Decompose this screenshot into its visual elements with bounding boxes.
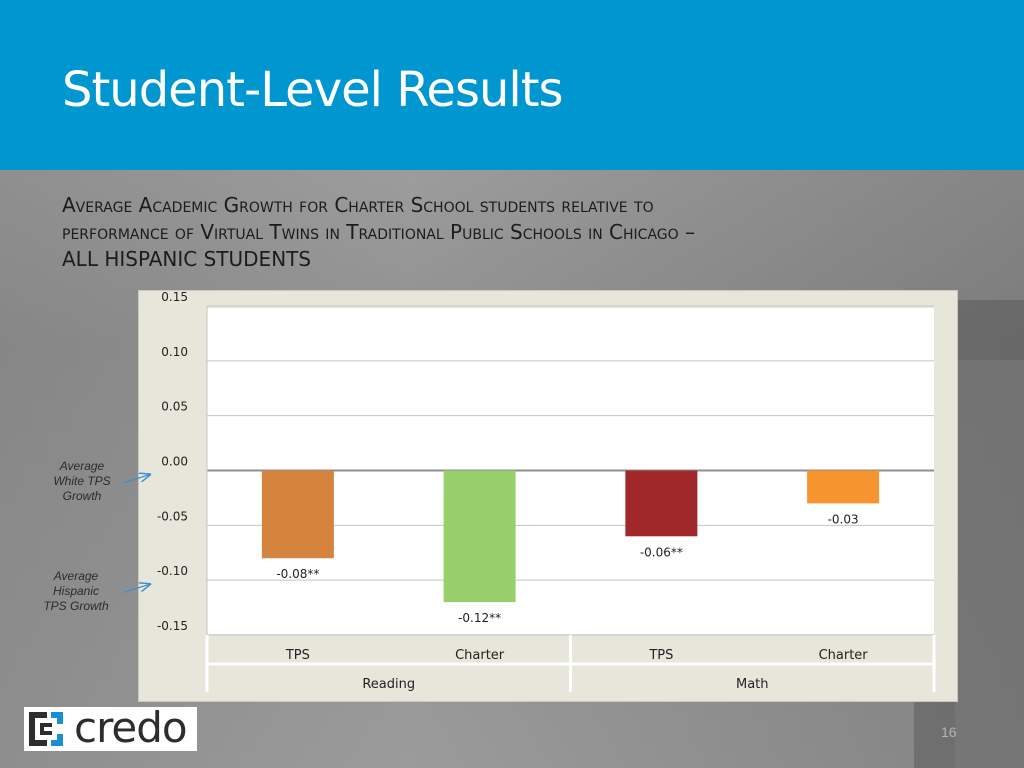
bar-reading-tps [261, 470, 334, 559]
data-label: -0.08** [276, 567, 319, 581]
y-tick-label: 0.00 [161, 455, 188, 469]
annotation-hispanic-line-1: Average [53, 569, 99, 583]
subtitle-line-1: Average Academic Growth for Charter Scho… [62, 193, 654, 217]
x-group-label: Math [736, 677, 769, 692]
background-building-edge [955, 360, 1024, 768]
x-tick-label: TPS [285, 648, 310, 663]
annotation-white-line-3: Growth [62, 489, 102, 503]
credo-logo-text: credo [74, 703, 188, 752]
y-tick-label: -0.15 [157, 619, 188, 633]
arrow-white-tps [123, 475, 150, 484]
y-tick-label: -0.05 [157, 509, 188, 523]
slide-title: Student-Level Results [62, 62, 564, 118]
data-label: -0.12** [458, 611, 501, 625]
bar-math-tps [625, 470, 698, 537]
title-banner: Student-Level Results [0, 0, 1024, 170]
data-label: -0.06** [640, 545, 683, 559]
y-tick-label: -0.10 [157, 564, 188, 578]
credo-logo-icon [29, 712, 63, 746]
x-group-label: Reading [362, 677, 415, 692]
annotation-white-line-2: White TPS [53, 474, 111, 488]
x-tick-label: TPS [648, 648, 673, 663]
page-number: 16 [941, 724, 957, 740]
arrow-hispanic-tps [123, 584, 150, 593]
bar-math-charter [807, 470, 880, 504]
credo-logo: credo [24, 703, 197, 752]
y-tick-label: 0.05 [161, 400, 188, 414]
bar-reading-charter [443, 470, 516, 603]
subtitle-line-2: performance of Virtual Twins in Traditio… [62, 220, 696, 244]
annotation-white-tps: Average White TPS Growth [44, 459, 120, 504]
y-tick-label: 0.10 [161, 345, 188, 359]
chart-subtitle: Average Academic Growth for Charter Scho… [62, 192, 942, 273]
annotation-hispanic-tps: Average Hispanic TPS Growth [38, 569, 114, 614]
y-tick-label: 0.15 [161, 290, 188, 304]
subtitle-line-3: ALL HISPANIC STUDENTS [62, 247, 312, 271]
x-tick-label: Charter [455, 648, 505, 663]
x-tick-label: Charter [819, 648, 869, 663]
annotation-hispanic-line-2: Hispanic [52, 584, 100, 598]
annotation-hispanic-line-3: TPS Growth [43, 599, 109, 613]
data-label: -0.03 [828, 512, 859, 526]
annotation-white-line-1: Average [59, 459, 105, 473]
